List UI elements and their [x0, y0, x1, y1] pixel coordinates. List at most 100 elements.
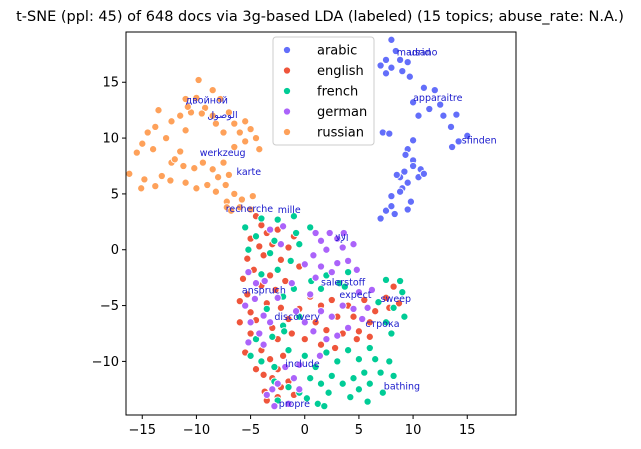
- point-russian-50: [231, 190, 238, 197]
- point-arabic-4: [404, 59, 411, 66]
- annotation-label: الإلا: [335, 233, 348, 244]
- point-french-51: [364, 398, 371, 405]
- annotation-label: usano: [409, 47, 438, 58]
- point-french-58: [388, 330, 395, 337]
- point-french-69: [347, 394, 354, 401]
- point-french-7: [252, 233, 259, 240]
- point-german-25: [256, 330, 263, 337]
- annotation-label: include: [285, 359, 320, 370]
- point-russian-31: [171, 156, 178, 163]
- legend: arabic english french german russian: [273, 37, 374, 145]
- point-english-62: [260, 371, 267, 378]
- point-russian-23: [152, 123, 159, 130]
- chart-title: t-SNE (ppl: 45) of 648 docs via 3g-based…: [16, 9, 624, 25]
- point-french-37: [317, 380, 324, 387]
- point-german-0: [312, 229, 319, 236]
- point-german-13: [312, 274, 319, 281]
- point-french-57: [401, 313, 408, 320]
- legend-label-english: english: [317, 64, 364, 79]
- point-russian-36: [220, 159, 227, 166]
- point-french-38: [307, 375, 314, 382]
- point-german-11: [353, 266, 360, 273]
- point-arabic-0: [382, 56, 389, 63]
- y-tick-label: −10: [92, 355, 119, 370]
- point-russian-38: [215, 174, 222, 181]
- point-german-23: [267, 319, 274, 326]
- point-russian-3: [209, 87, 216, 94]
- point-russian-28: [163, 135, 170, 142]
- point-french-34: [350, 375, 357, 382]
- point-german-6: [323, 246, 330, 253]
- x-tick-label: 0: [301, 423, 309, 438]
- point-russian-14: [236, 129, 243, 136]
- point-arabic-7: [388, 64, 395, 71]
- point-english-46: [350, 313, 357, 320]
- point-german-1: [317, 237, 324, 244]
- point-french-12: [258, 271, 265, 278]
- point-german-9: [334, 260, 341, 267]
- annotation-label: sweep: [381, 294, 411, 305]
- point-arabic-32: [393, 171, 400, 178]
- point-french-10: [287, 257, 294, 264]
- point-french-27: [323, 349, 330, 356]
- y-tick-label: 10: [102, 132, 119, 147]
- point-german-5: [350, 241, 357, 248]
- point-russian-20: [220, 129, 227, 136]
- point-english-21: [277, 304, 284, 311]
- point-german-8: [317, 263, 324, 270]
- point-french-35: [339, 380, 346, 387]
- annotation-label: строка: [365, 319, 399, 330]
- point-russian-19: [256, 146, 263, 153]
- point-english-30: [267, 356, 274, 363]
- point-arabic-26: [402, 151, 409, 158]
- point-german-41: [290, 375, 297, 382]
- y-tick-label: 5: [111, 187, 119, 202]
- point-russian-25: [139, 140, 146, 147]
- point-arabic-42: [388, 203, 395, 210]
- point-french-44: [325, 389, 332, 396]
- point-arabic-33: [388, 193, 395, 200]
- point-arabic-37: [407, 198, 414, 205]
- point-french-19: [269, 333, 276, 340]
- point-english-49: [372, 308, 379, 315]
- point-german-7: [310, 252, 317, 259]
- legend-marker-french: [283, 87, 290, 94]
- point-french-8: [245, 246, 252, 253]
- point-english-1: [258, 222, 265, 229]
- point-english-51: [390, 283, 397, 290]
- point-english-57: [301, 336, 308, 343]
- point-french-45: [355, 386, 362, 393]
- point-french-2: [274, 216, 281, 223]
- point-arabic-23: [449, 143, 456, 150]
- point-german-35: [334, 332, 341, 339]
- point-german-53: [288, 280, 295, 287]
- point-russian-37: [225, 171, 232, 178]
- annotation-label: discovery: [274, 312, 320, 323]
- legend-marker-russian: [283, 128, 290, 135]
- annotation-label: bathing: [384, 381, 420, 392]
- point-french-21: [247, 352, 254, 359]
- point-french-6: [271, 237, 278, 244]
- point-english-23: [236, 319, 243, 326]
- point-english-44: [323, 327, 330, 334]
- point-russian-45: [126, 170, 133, 177]
- point-french-31: [366, 344, 373, 351]
- x-tick-label: −5: [241, 423, 260, 438]
- point-arabic-18: [447, 123, 454, 130]
- point-russian-16: [252, 135, 259, 142]
- point-french-24: [285, 347, 292, 354]
- point-russian-13: [242, 118, 249, 125]
- x-tick-label: 10: [405, 423, 422, 438]
- point-russian-49: [222, 181, 229, 188]
- y-tick-label: 15: [102, 76, 119, 91]
- x-tick-label: −10: [183, 423, 210, 438]
- annotation-label: anspruch: [242, 285, 286, 296]
- y-tick-label: −5: [100, 299, 119, 314]
- point-russian-59: [198, 110, 205, 117]
- legend-marker-arabic: [283, 46, 290, 53]
- point-english-58: [317, 341, 324, 348]
- point-arabic-15: [415, 112, 422, 119]
- point-french-55: [390, 304, 397, 311]
